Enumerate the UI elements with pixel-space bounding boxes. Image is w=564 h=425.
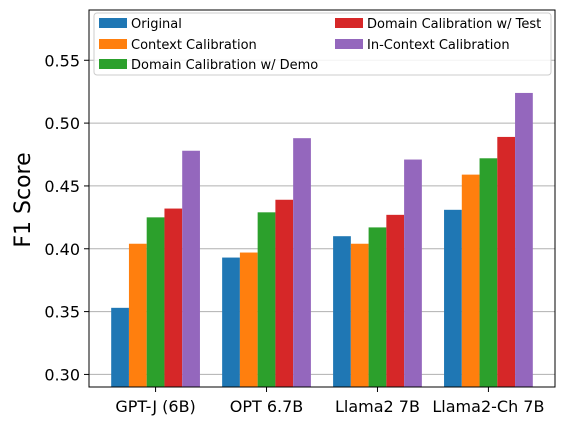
y-tick-label: 0.55 (44, 51, 80, 70)
legend-label: Original (131, 17, 182, 32)
bar (182, 150, 200, 387)
bar (479, 158, 498, 387)
bar (333, 236, 351, 387)
bar (257, 212, 276, 387)
y-tick-label: 0.30 (44, 365, 80, 384)
bars (111, 92, 533, 387)
bar (239, 252, 258, 387)
bar (386, 214, 405, 387)
bar (404, 159, 422, 387)
legend-swatch (99, 59, 127, 69)
bar (350, 243, 369, 387)
bar (515, 92, 533, 387)
y-tick-label: 0.50 (44, 114, 80, 133)
legend-swatch (335, 39, 363, 49)
bar (497, 136, 516, 387)
x-tick-label: Llama2-Ch 7B (432, 397, 544, 416)
legend-swatch (335, 18, 363, 28)
x-tick-label: OPT 6.7B (230, 397, 304, 416)
bar (222, 257, 240, 387)
y-tick-label: 0.35 (44, 303, 80, 322)
x-tick-label: GPT-J (6B) (115, 397, 195, 416)
x-axis-ticks: GPT-J (6B) OPT 6.7B Llama2 7B Llama2-Ch 7B (115, 387, 544, 416)
y-axis-label: F1 Score (11, 152, 36, 247)
bar (368, 227, 387, 387)
bar (146, 217, 165, 387)
y-tick-label: 0.45 (44, 177, 80, 196)
y-axis-ticks: 0.30 0.35 0.40 0.45 0.50 0.55 (44, 51, 89, 384)
bar (164, 208, 183, 387)
bar (111, 307, 129, 387)
legend-label: Domain Calibration w/ Test (367, 17, 541, 32)
legend: Original Context Calibration Domain Calibr… (93, 12, 552, 76)
legend-label: Domain Calibration w/ Demo (131, 58, 318, 73)
bar (293, 138, 311, 387)
legend-swatch (99, 18, 127, 28)
y-tick-label: 0.40 (44, 240, 80, 259)
x-tick-label: Llama2 7B (335, 397, 420, 416)
legend-label: Context Calibration (131, 38, 257, 53)
legend-box (93, 12, 552, 76)
bar (461, 174, 480, 387)
bar (128, 243, 147, 387)
legend-label: In-Context Calibration (367, 38, 510, 53)
plot-frame (88, 9, 556, 388)
bar (444, 209, 462, 387)
bar (275, 199, 294, 387)
legend-swatch (99, 39, 127, 49)
